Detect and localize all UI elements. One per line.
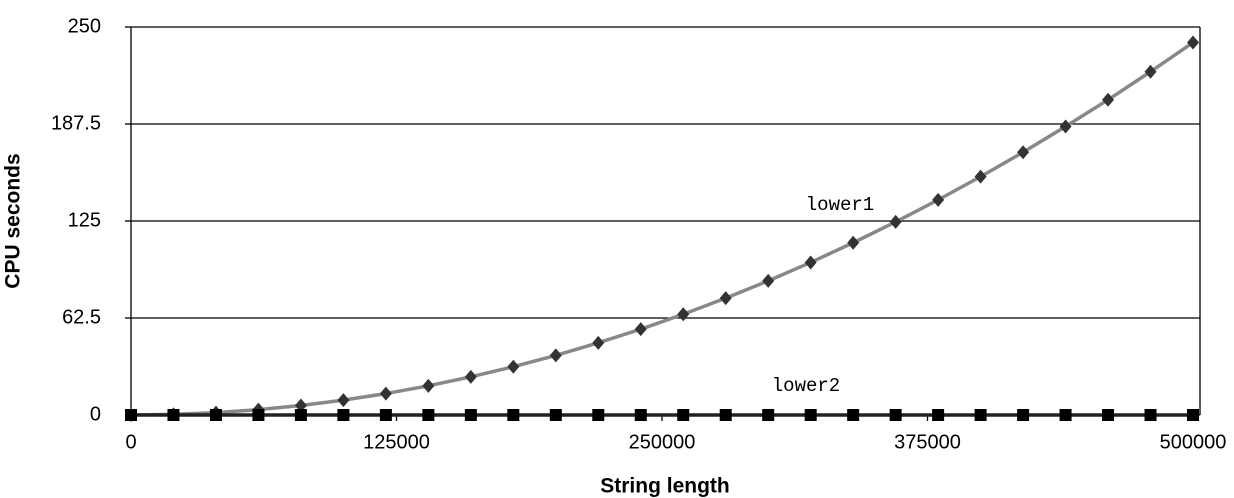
marker — [634, 322, 647, 337]
marker — [549, 409, 562, 421]
marker — [1187, 409, 1199, 421]
x-tick-label: 500000 — [1160, 431, 1227, 453]
marker — [889, 214, 902, 229]
marker — [847, 409, 860, 421]
marker — [677, 409, 690, 421]
marker — [592, 409, 605, 421]
marker — [1017, 409, 1030, 421]
marker — [847, 235, 860, 250]
marker — [549, 348, 562, 363]
y-axis-title: CPU seconds — [2, 153, 25, 288]
series-label: lower2 — [772, 375, 840, 397]
marker — [167, 409, 180, 421]
marker — [252, 409, 265, 421]
x-tick-label: 125000 — [363, 431, 430, 453]
marker — [804, 409, 817, 421]
marker — [932, 192, 945, 207]
x-tick-label: 250000 — [629, 431, 696, 453]
marker — [889, 409, 902, 421]
marker — [422, 378, 435, 393]
marker — [1102, 409, 1115, 421]
y-tick-label: 62.5 — [62, 306, 101, 328]
marker — [125, 409, 137, 421]
marker — [634, 409, 647, 421]
y-tick-label: 250 — [68, 15, 101, 37]
marker — [464, 409, 477, 421]
marker — [1017, 145, 1030, 160]
marker — [804, 255, 817, 270]
marker — [379, 409, 392, 421]
marker — [762, 409, 775, 421]
marker — [719, 409, 732, 421]
marker — [974, 169, 987, 184]
marker — [1187, 35, 1199, 50]
y-tick-label: 187.5 — [51, 112, 101, 134]
x-tick-label: 375000 — [894, 431, 961, 453]
marker — [507, 409, 520, 421]
marker — [337, 409, 350, 421]
marker — [719, 291, 732, 306]
marker — [1144, 64, 1157, 79]
marker — [294, 409, 307, 421]
series-label: lower1 — [806, 194, 874, 216]
x-tick-label: 0 — [125, 431, 136, 453]
marker — [592, 335, 605, 350]
series-line — [130, 41, 1194, 417]
marker — [932, 409, 945, 421]
marker — [1102, 92, 1115, 107]
marker — [209, 409, 222, 421]
marker — [1059, 409, 1072, 421]
marker — [762, 273, 775, 288]
y-tick-label: 0 — [90, 403, 101, 425]
marker — [464, 369, 477, 384]
marker — [1144, 409, 1157, 421]
marker — [1059, 119, 1072, 134]
marker — [379, 386, 392, 401]
y-tick-label: 125 — [68, 209, 101, 231]
x-axis-title: String length — [600, 475, 730, 498]
marker — [677, 307, 690, 322]
marker — [974, 409, 987, 421]
marker — [337, 393, 350, 408]
marker — [507, 359, 520, 374]
marker — [422, 409, 435, 421]
